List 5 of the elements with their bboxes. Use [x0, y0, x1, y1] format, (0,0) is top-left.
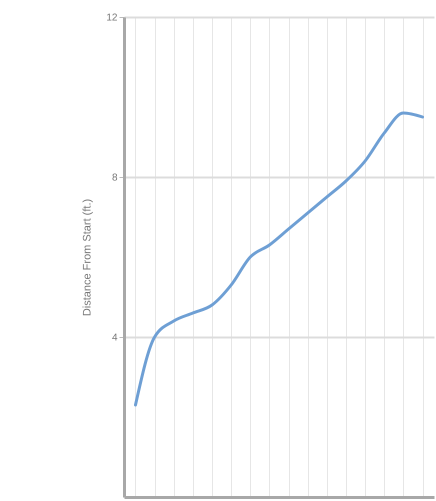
y-tick-label: 4: [112, 332, 118, 344]
y-tick-label: 12: [106, 12, 118, 24]
y-tick-label: 8: [112, 172, 118, 184]
line-series: [134, 112, 424, 406]
y-axis-title: Distance From Start (ft.): [81, 198, 94, 316]
